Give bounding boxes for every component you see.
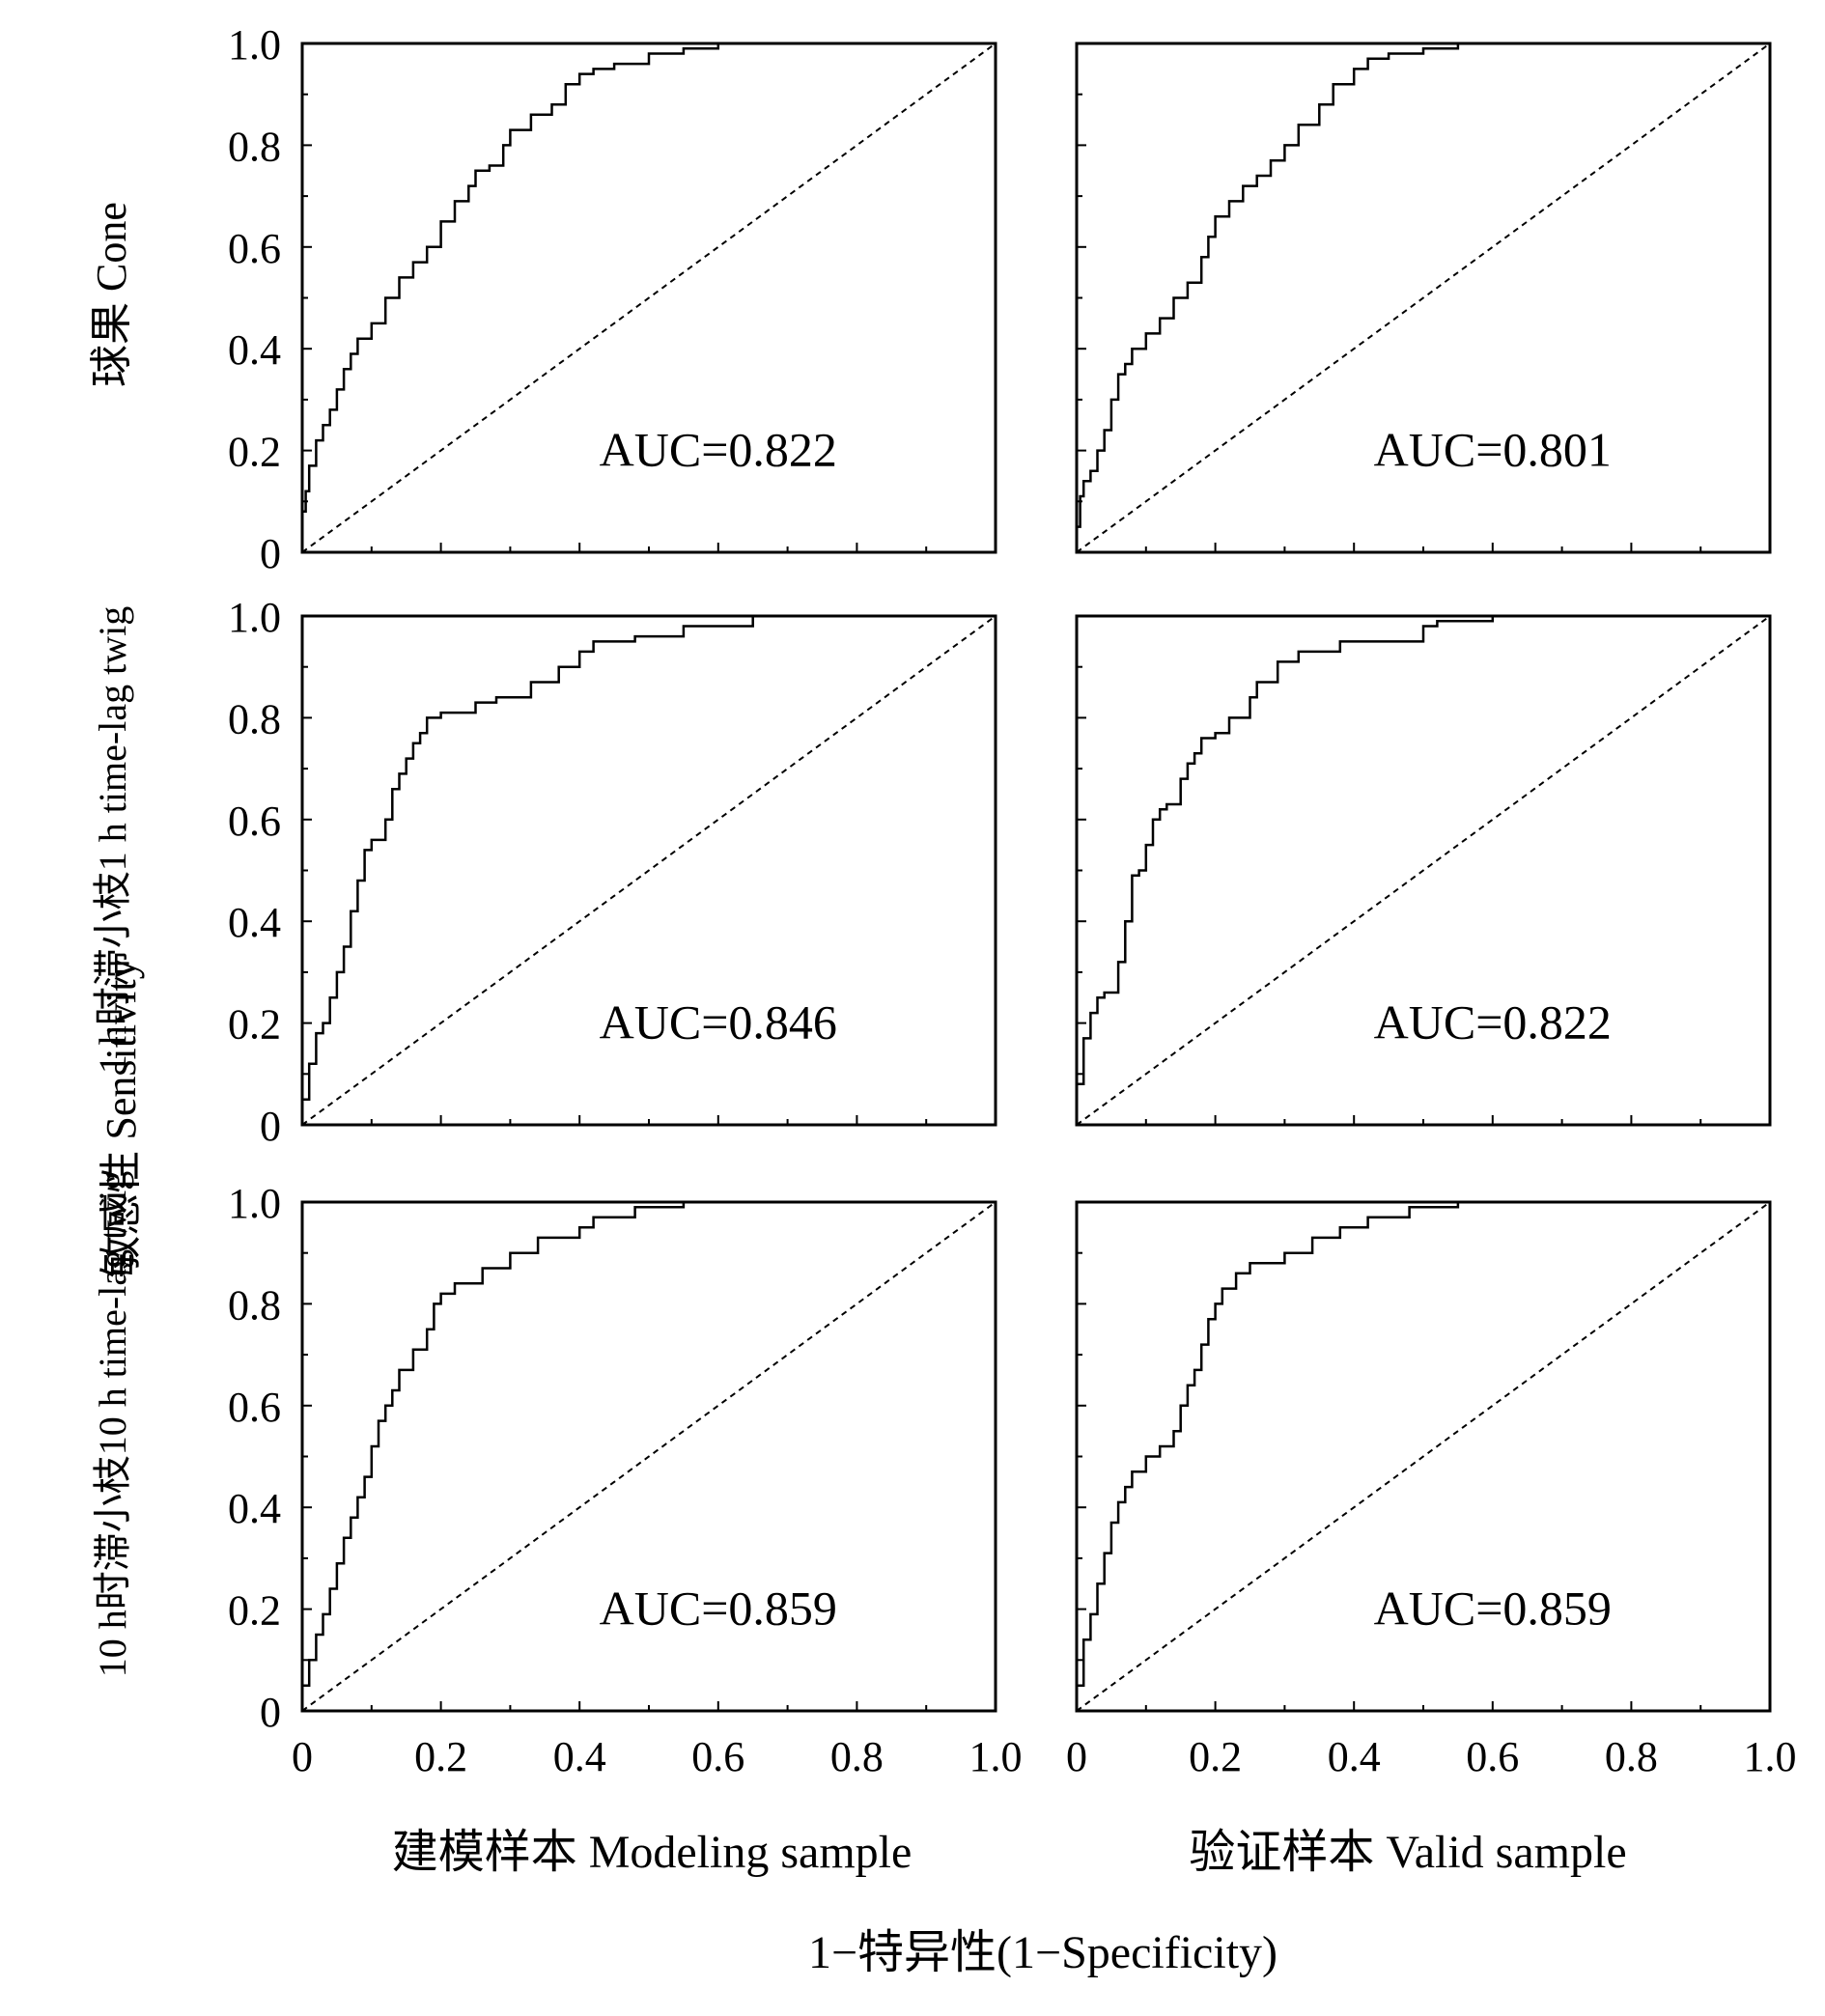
roc-curve [1075, 1200, 1542, 1711]
x-tick-label: 0.2 [414, 1733, 467, 1780]
y-tick-label: 1.0 [228, 21, 281, 69]
x-axis-title: 1−特异性(1−Specificity) [808, 1927, 1278, 1978]
y-tick-label: 0.6 [228, 225, 281, 272]
reference-diagonal [301, 42, 997, 553]
roc-curve [1075, 614, 1514, 1125]
roc-curve [300, 42, 857, 552]
row-label-1h-twig: 1 h时滞小枝1 h time-lag twig [91, 606, 134, 1074]
auc-annotation: AUC=0.822 [600, 423, 837, 477]
x-tick-label: 0.6 [691, 1733, 744, 1780]
x-tick-label: 0.4 [553, 1733, 606, 1780]
y-tick-label: 0 [260, 1689, 281, 1736]
x-tick-label: 0.6 [1466, 1733, 1519, 1780]
y-tick-label: 0 [260, 1103, 281, 1150]
x-tick-label: 0 [292, 1733, 313, 1780]
reference-diagonal [1076, 615, 1771, 1126]
y-tick-label: 0.2 [228, 1587, 281, 1635]
row-label-cone: 球果 Cone [88, 202, 135, 387]
auc-annotation: AUC=0.859 [1374, 1582, 1612, 1636]
reference-diagonal [301, 1201, 997, 1712]
y-tick-label: 0.6 [228, 1384, 281, 1431]
panel-2-1: 0 0.2 0.4 0.6 0.8 1.0 AUC=0.859 [1066, 1200, 1797, 1780]
auc-annotation: AUC=0.801 [1374, 423, 1612, 477]
panel-1-0: 0 0.2 0.4 0.6 0.8 1.0 AUC=0.846 [228, 594, 997, 1150]
y-tick-label: 0.4 [228, 326, 281, 374]
x-tick-label: 0.2 [1189, 1733, 1242, 1780]
y-tick-label: 0.6 [228, 798, 281, 845]
y-tick-label: 0.2 [228, 1001, 281, 1049]
column-label-modeling: 建模样本 Modeling sample [392, 1827, 912, 1878]
panel-2-0: 0 0.2 0.4 0.6 0.8 1.0 0 0.2 0.4 0.6 0.8 1.0 AUC=0.85… [228, 1180, 1023, 1780]
column-label-valid: 验证样本 Valid sample [1189, 1827, 1626, 1878]
reference-diagonal [1076, 1201, 1771, 1712]
auc-annotation: AUC=0.822 [1374, 995, 1612, 1050]
y-axis-title: 敏感性 Sensitivity [98, 958, 145, 1277]
y-tick-label: 1.0 [228, 1180, 281, 1227]
y-tick-label: 0.4 [228, 899, 281, 946]
x-tick-label: 0.4 [1328, 1733, 1381, 1780]
x-tick-label: 0 [1066, 1733, 1087, 1780]
y-tick-label: 0.8 [228, 1281, 281, 1329]
x-tick-label: 0.8 [1605, 1733, 1658, 1780]
panel-0-1: AUC=0.801 [1075, 42, 1772, 554]
roc-curve [300, 1200, 733, 1711]
row-label-10h-twig: 10 h时滞小枝10 h time-lag twig [91, 1171, 134, 1677]
y-tick-label: 0.2 [228, 429, 281, 476]
y-tick-label: 0.8 [228, 123, 281, 170]
panel-1-1: AUC=0.822 [1075, 614, 1772, 1127]
x-tick-label: 1.0 [969, 1733, 1023, 1780]
panel-0-0: 0 0.2 0.4 0.6 0.8 1.0 AUC=0.822 [228, 21, 997, 577]
y-tick-label: 0 [260, 530, 281, 577]
roc-panels: 0 0.2 0.4 0.6 0.8 1.0 AUC=0.822 AUC=0.801 0 0.2 0.… [228, 21, 1797, 1780]
y-tick-label: 1.0 [228, 594, 281, 641]
reference-diagonal [1076, 42, 1771, 553]
x-tick-label: 1.0 [1744, 1733, 1797, 1780]
y-tick-label: 0.4 [228, 1485, 281, 1532]
reference-diagonal [301, 615, 997, 1126]
roc-curve [300, 614, 871, 1125]
auc-annotation: AUC=0.846 [600, 995, 837, 1050]
y-tick-label: 0.8 [228, 695, 281, 742]
x-tick-label: 0.8 [830, 1733, 884, 1780]
roc-curve [1075, 42, 1528, 552]
auc-annotation: AUC=0.859 [600, 1582, 837, 1636]
